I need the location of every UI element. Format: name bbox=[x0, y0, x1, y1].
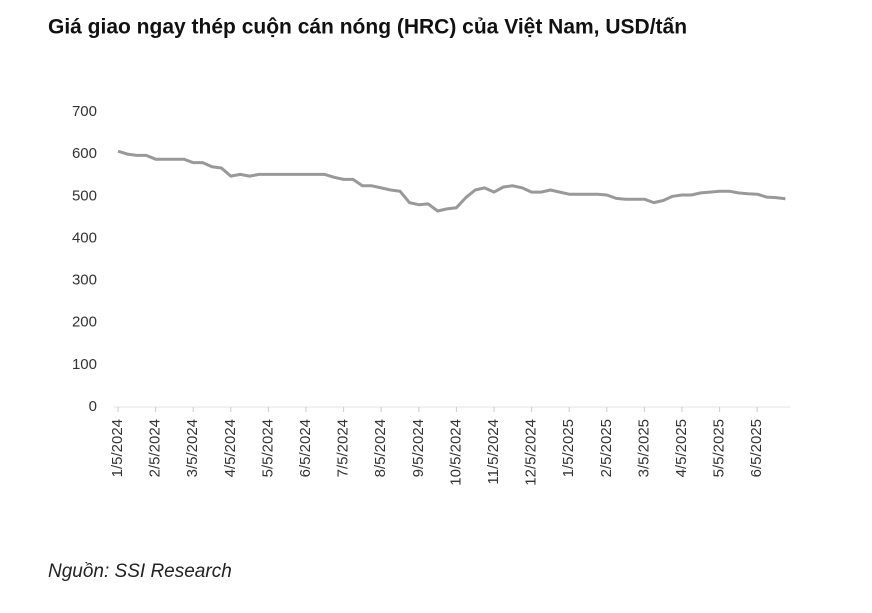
x-tick-label: 11/5/2024 bbox=[485, 419, 502, 485]
x-tick-label: 5/5/2025 bbox=[711, 419, 728, 477]
x-tick-label: 1/5/2025 bbox=[560, 419, 577, 477]
source-note: Nguồn: SSI Research bbox=[48, 561, 232, 582]
x-tick-label: 5/5/2024 bbox=[259, 419, 276, 477]
price-line bbox=[117, 149, 786, 213]
x-tick-label: 6/5/2024 bbox=[297, 419, 314, 477]
y-tick-label: 200 bbox=[72, 314, 97, 331]
y-tick-label: 600 bbox=[72, 145, 97, 162]
x-tick-label: 3/5/2024 bbox=[184, 419, 201, 477]
x-tick-label: 10/5/2024 bbox=[447, 419, 464, 486]
x-tick-label: 12/5/2024 bbox=[523, 419, 540, 486]
y-tick-label: 0 bbox=[89, 398, 97, 415]
x-tick-label: 2/5/2025 bbox=[598, 419, 615, 477]
x-tick-label: 3/5/2025 bbox=[635, 419, 652, 477]
x-tick-label: 2/5/2024 bbox=[147, 419, 164, 477]
chart-title: Giá giao ngay thép cuộn cán nóng (HRC) c… bbox=[48, 16, 687, 39]
x-tick-label: 6/5/2025 bbox=[748, 419, 765, 477]
x-tick-label: 1/5/2024 bbox=[109, 419, 126, 477]
x-tick-label: 8/5/2024 bbox=[372, 419, 389, 477]
y-tick-label: 100 bbox=[72, 356, 97, 373]
y-tick-label: 500 bbox=[72, 187, 97, 204]
y-tick-label: 700 bbox=[72, 103, 97, 120]
x-tick-label: 7/5/2024 bbox=[335, 419, 352, 477]
y-tick-label: 400 bbox=[72, 229, 97, 246]
x-tick-label: 9/5/2024 bbox=[410, 419, 427, 477]
x-tick-label: 4/5/2025 bbox=[673, 419, 690, 477]
x-tick-label: 4/5/2024 bbox=[222, 419, 239, 477]
y-tick-label: 300 bbox=[72, 272, 97, 289]
